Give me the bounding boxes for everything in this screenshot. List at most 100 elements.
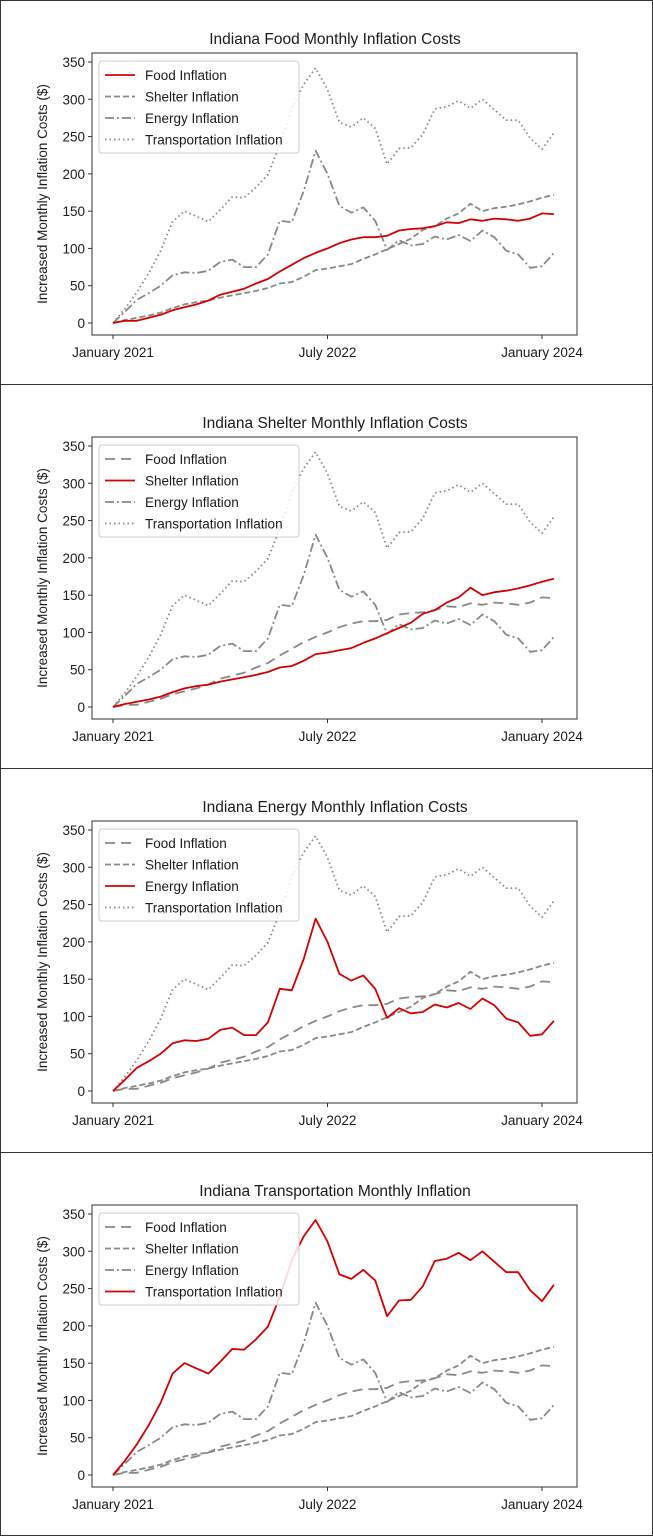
y-tick-label: 100 (62, 625, 85, 640)
y-tick-label: 250 (62, 898, 85, 913)
line-chart: Indiana Transportation Monthly Inflation… (35, 1183, 583, 1512)
y-tick-label: 250 (62, 130, 85, 145)
series-line-shelter-inflation (112, 577, 555, 708)
y-tick-label: 100 (62, 241, 85, 256)
panel-divider (0, 1152, 653, 1153)
series-line-food-inflation (112, 1364, 554, 1476)
x-tick-label: January 2021 (72, 345, 154, 360)
y-tick-label: 150 (62, 1356, 85, 1371)
y-axis-label: Increased Monthly Inflation Costs ($) (35, 468, 50, 688)
chart-panel-shelter: Indiana Shelter Monthly Inflation Costs I… (0, 384, 653, 768)
y-tick-label: 350 (62, 439, 85, 454)
legend-label-energy-inflation: Energy Inflation (145, 879, 239, 894)
y-tick-label: 300 (62, 1244, 85, 1259)
series-line-energy-inflation (112, 533, 555, 708)
y-tick-label: 100 (62, 1393, 85, 1408)
legend-label-food-inflation: Food Inflation (145, 1220, 227, 1235)
legend: Food Inflation Shelter Inflation Energy In… (98, 1212, 300, 1306)
legend: Food Inflation Shelter Inflation Energy In… (98, 828, 300, 922)
series-line-shelter-inflation (112, 961, 555, 1092)
chart-panel-food: Indiana Food Monthly Inflation Costs Incr… (0, 0, 653, 384)
y-tick-label: 50 (70, 663, 85, 678)
y-tick-label: 150 (62, 588, 85, 603)
x-tick-label: January 2021 (72, 729, 154, 744)
chart-title: Indiana Shelter Monthly Inflation Costs (202, 415, 468, 432)
x-tick-label: January 2024 (501, 1113, 583, 1128)
x-tick-label: July 2022 (299, 729, 357, 744)
axes-frame (91, 1204, 578, 1488)
y-tick-label: 0 (77, 700, 85, 715)
series-line-food-inflation (112, 212, 554, 324)
chart-panel-energy: Indiana Energy Monthly Inflation Costs In… (0, 768, 653, 1152)
legend-label-energy-inflation: Energy Inflation (145, 495, 239, 510)
axes-frame (91, 436, 578, 720)
y-tick-label: 150 (62, 204, 85, 219)
legend-label-food-inflation: Food Inflation (145, 452, 227, 467)
line-chart: Indiana Energy Monthly Inflation Costs In… (35, 799, 583, 1128)
legend-label-shelter-inflation: Shelter Inflation (145, 90, 239, 105)
y-tick-label: 0 (77, 1084, 85, 1099)
legend-label-transportation-inflation: Transportation Inflation (145, 1285, 283, 1300)
chart-title: Indiana Energy Monthly Inflation Costs (202, 799, 468, 816)
y-tick-label: 200 (62, 551, 85, 566)
legend-label-food-inflation: Food Inflation (145, 836, 227, 851)
y-tick-label: 100 (62, 1009, 85, 1024)
y-tick-label: 50 (70, 1431, 85, 1446)
y-tick-label: 350 (62, 1207, 85, 1222)
legend-box (98, 828, 300, 922)
series-line-food-inflation (112, 596, 554, 708)
series-line-transportation-inflation (112, 835, 555, 1092)
series-line-energy-inflation (112, 1301, 555, 1476)
axes-frame (91, 52, 578, 336)
legend-box (98, 60, 300, 154)
legend-box (98, 1212, 300, 1306)
series-line-transportation-inflation (112, 1219, 555, 1476)
line-chart: Indiana Shelter Monthly Inflation Costs I… (35, 415, 583, 744)
series-line-food-inflation (112, 980, 554, 1092)
x-tick-label: July 2022 (299, 1113, 357, 1128)
legend-label-shelter-inflation: Shelter Inflation (145, 1242, 239, 1257)
series-line-energy-inflation (112, 917, 555, 1092)
y-axis-label: Increased Monthly Inflation Costs ($) (35, 84, 50, 304)
legend-label-shelter-inflation: Shelter Inflation (145, 858, 239, 873)
legend-label-energy-inflation: Energy Inflation (145, 1263, 239, 1278)
x-tick-label: January 2021 (72, 1497, 154, 1512)
y-tick-label: 200 (62, 935, 85, 950)
legend-label-transportation-inflation: Transportation Inflation (145, 133, 283, 148)
y-tick-label: 300 (62, 92, 85, 107)
x-tick-label: January 2024 (501, 729, 583, 744)
series-line-transportation-inflation (112, 451, 555, 708)
y-tick-label: 350 (62, 823, 85, 838)
y-tick-label: 0 (77, 316, 85, 331)
legend-label-food-inflation: Food Inflation (145, 68, 227, 83)
x-tick-label: July 2022 (299, 345, 357, 360)
y-tick-label: 300 (62, 476, 85, 491)
chart-title: Indiana Food Monthly Inflation Costs (209, 31, 461, 48)
y-tick-label: 200 (62, 167, 85, 182)
line-chart: Indiana Food Monthly Inflation Costs Incr… (35, 31, 583, 360)
y-tick-label: 350 (62, 55, 85, 70)
chart-title: Indiana Transportation Monthly Inflation (199, 1183, 470, 1200)
y-tick-label: 250 (62, 1282, 85, 1297)
y-tick-label: 0 (77, 1468, 85, 1483)
chart-panel-transportation: Indiana Transportation Monthly Inflation… (0, 1152, 653, 1536)
legend-label-energy-inflation: Energy Inflation (145, 111, 239, 126)
legend-label-shelter-inflation: Shelter Inflation (145, 474, 239, 489)
series-line-shelter-inflation (112, 1345, 555, 1476)
panel-divider (0, 384, 653, 385)
legend: Food Inflation Shelter Inflation Energy In… (98, 444, 300, 538)
y-tick-label: 200 (62, 1319, 85, 1334)
legend-box (98, 444, 300, 538)
legend: Food Inflation Shelter Inflation Energy In… (98, 60, 300, 154)
y-tick-label: 50 (70, 279, 85, 294)
x-tick-label: January 2024 (501, 1497, 583, 1512)
legend-label-transportation-inflation: Transportation Inflation (145, 517, 283, 532)
x-tick-label: July 2022 (299, 1497, 357, 1512)
legend-label-transportation-inflation: Transportation Inflation (145, 901, 283, 916)
x-tick-label: January 2024 (501, 345, 583, 360)
y-tick-label: 250 (62, 514, 85, 529)
series-line-shelter-inflation (112, 193, 555, 324)
panel-divider (0, 768, 653, 769)
y-axis-label: Increased Monthly Inflation Costs ($) (35, 1236, 50, 1456)
y-tick-label: 300 (62, 860, 85, 875)
